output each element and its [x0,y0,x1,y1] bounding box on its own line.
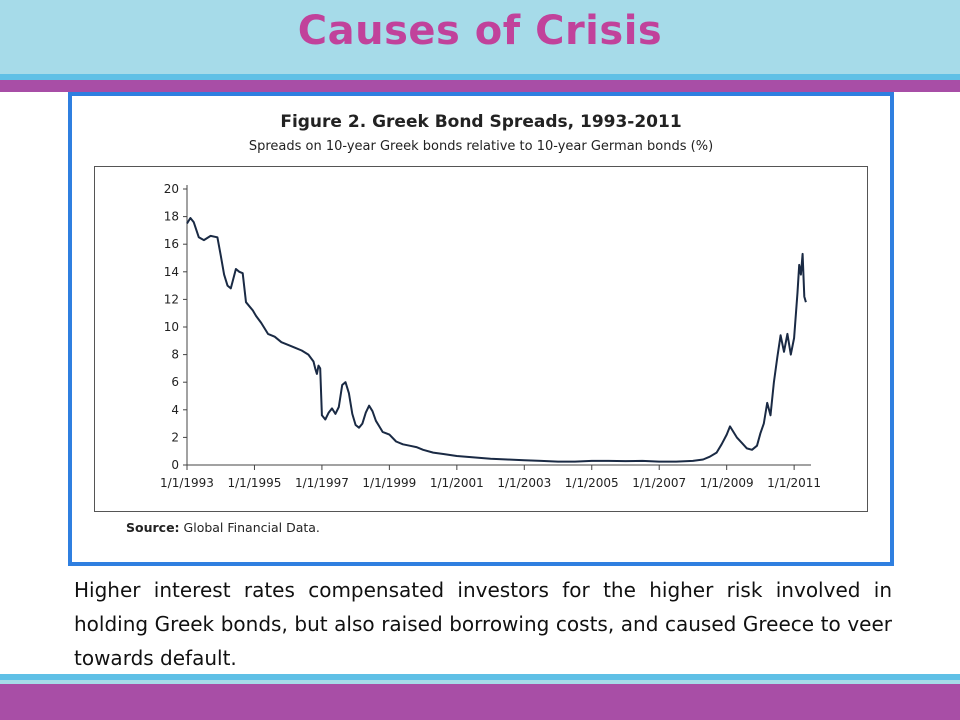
series-line [186,217,807,463]
y-tick-label: 6 [171,375,179,389]
footer-stripe-purple [0,684,960,720]
line-chart: 0 2 4 6 8 10 12 14 16 18 20 1/1/1993 1/1/1995 1/1/199… [160,182,821,490]
y-tick-label: 20 [164,182,179,196]
y-tick-label: 12 [164,292,179,306]
x-tick-label: 1/1/2009 [700,476,754,490]
footer-stripe-light [0,680,960,684]
figure-source: Source: Global Financial Data. [126,520,320,535]
x-tick-label: 1/1/2001 [430,476,484,490]
y-tick-label: 2 [171,430,179,444]
x-tick-label: 1/1/1993 [160,476,214,490]
header-stripe-purple [0,80,960,92]
slide-caption: Higher interest rates compensated invest… [74,578,892,670]
x-tick-label: 1/1/1995 [228,476,282,490]
y-tick-label: 10 [164,320,179,334]
chart-title: Figure 2. Greek Bond Spreads, 1993-2011 [280,112,682,132]
source-text: Global Financial Data. [183,520,320,535]
header-stripe-blue [0,74,960,80]
x-tick-label: 1/1/2005 [565,476,619,490]
slide-title: Causes of Crisis [297,8,663,54]
y-tick-label: 0 [171,458,179,472]
y-tick-label: 14 [164,265,179,279]
y-tick-label: 8 [171,348,179,362]
x-tick-label: 1/1/1999 [362,476,416,490]
y-tick-label: 18 [164,210,179,224]
x-tick-label: 1/1/2011 [767,476,821,490]
chart-panel: 0 2 4 6 8 10 12 14 16 18 20 1/1/1993 1/1/1995 1/1/199… [94,166,868,512]
footer-stripe-blue [0,674,960,680]
y-tick-label: 4 [171,403,179,417]
x-tick-label: 1/1/1997 [295,476,349,490]
slide-header [0,0,960,74]
y-tick-label: 16 [164,237,179,251]
x-tick-label: 1/1/2007 [632,476,686,490]
source-label: Source: [126,520,180,535]
figure-frame: Figure 2. Greek Bond Spreads, 1993-2011 … [68,92,894,566]
x-tick-label: 1/1/2003 [497,476,551,490]
chart-subtitle: Spreads on 10-year Greek bonds relative … [248,139,714,154]
